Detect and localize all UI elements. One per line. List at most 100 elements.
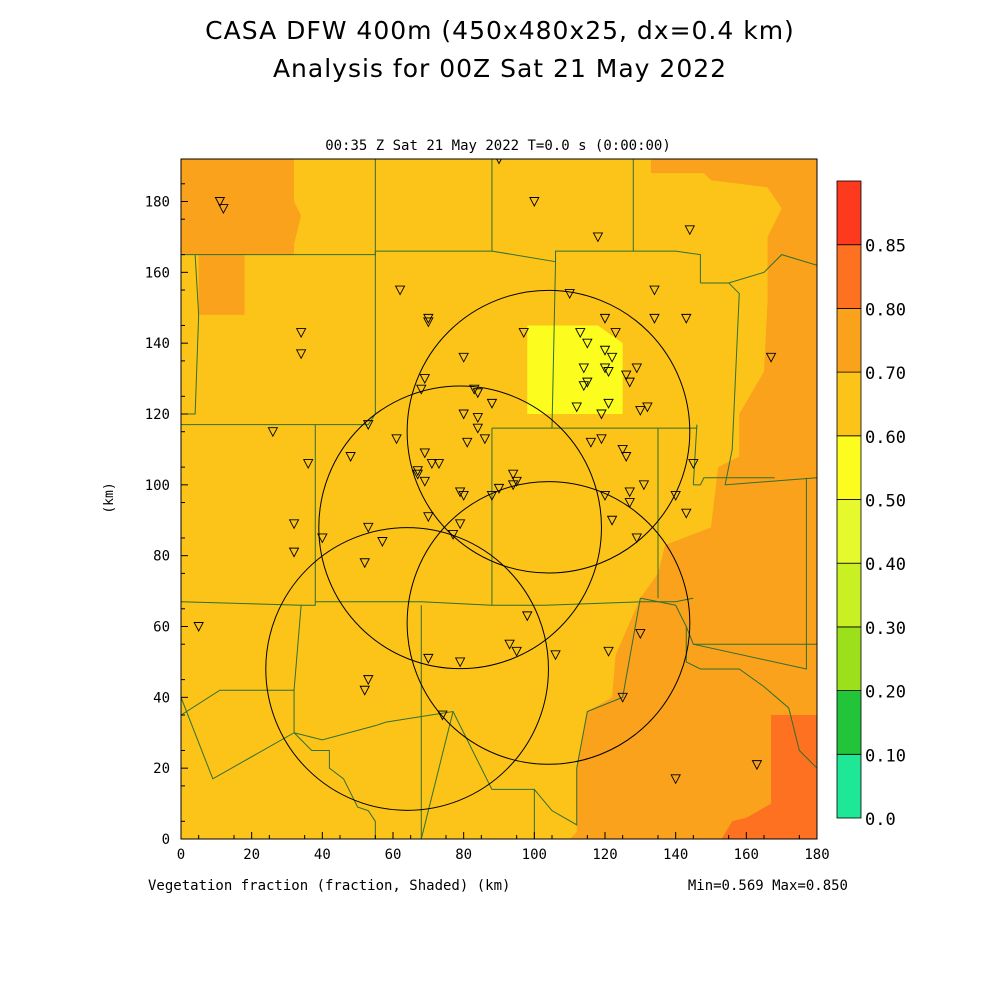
colorbar-swatch bbox=[836, 180, 862, 246]
y-tick-label: 80 bbox=[153, 549, 170, 565]
station-marker bbox=[606, 515, 618, 526]
station-marker bbox=[363, 420, 374, 431]
station-marker bbox=[317, 533, 328, 544]
station-marker bbox=[345, 452, 356, 462]
station-marker bbox=[359, 685, 370, 696]
colorbar-label: 0.30 bbox=[865, 619, 906, 639]
station-marker bbox=[214, 197, 226, 207]
station-marker bbox=[507, 469, 519, 480]
station-marker bbox=[486, 491, 498, 501]
y-tick-label: 40 bbox=[153, 690, 170, 706]
range-ring bbox=[265, 527, 549, 811]
min-max-stats: Min=0.569 Max=0.850 bbox=[688, 878, 848, 894]
station-marker bbox=[631, 533, 643, 544]
colorbar-swatch bbox=[836, 626, 862, 692]
station-marker bbox=[649, 313, 660, 324]
colorbar-swatch bbox=[836, 499, 862, 564]
colorbar-swatch bbox=[836, 371, 862, 437]
county-boundary bbox=[315, 597, 694, 606]
station-marker bbox=[582, 377, 593, 388]
station-markers bbox=[193, 159, 777, 785]
station-marker bbox=[635, 406, 646, 416]
radar-range-rings bbox=[265, 289, 691, 811]
station-marker bbox=[359, 558, 370, 569]
y-axis-label: (km) bbox=[102, 482, 117, 513]
station-marker bbox=[218, 204, 229, 215]
station-marker bbox=[454, 519, 466, 530]
county-boundary bbox=[293, 732, 376, 839]
station-marker bbox=[638, 480, 650, 491]
station-marker bbox=[617, 692, 628, 703]
station-marker bbox=[603, 646, 614, 657]
colorbar-label: 0.70 bbox=[865, 364, 906, 384]
station-marker bbox=[433, 459, 445, 470]
county-boundary bbox=[293, 710, 535, 839]
y-tick-label: 60 bbox=[153, 620, 170, 636]
station-marker bbox=[419, 448, 431, 459]
station-marker bbox=[681, 313, 692, 324]
station-marker bbox=[412, 466, 423, 477]
station-marker bbox=[288, 519, 300, 530]
station-marker bbox=[596, 409, 607, 420]
county-boundary bbox=[181, 413, 376, 426]
station-marker bbox=[624, 498, 635, 509]
county-boundary bbox=[633, 250, 701, 283]
station-marker bbox=[635, 629, 646, 640]
station-marker bbox=[606, 352, 618, 363]
station-marker bbox=[529, 197, 540, 207]
station-marker bbox=[469, 384, 480, 395]
station-marker bbox=[599, 345, 611, 356]
station-marker bbox=[391, 434, 402, 445]
x-tick-label: 100 bbox=[522, 847, 547, 863]
colorbar-label: 0.10 bbox=[865, 746, 906, 766]
station-marker bbox=[423, 512, 434, 523]
station-marker bbox=[571, 402, 582, 413]
y-tick-label: 160 bbox=[145, 265, 170, 281]
shaded-field bbox=[181, 159, 817, 839]
x-tick-label: 120 bbox=[592, 847, 617, 863]
station-marker bbox=[458, 491, 469, 501]
station-marker bbox=[578, 363, 590, 374]
station-marker bbox=[493, 483, 505, 494]
county-boundary bbox=[640, 597, 817, 769]
station-marker bbox=[522, 611, 533, 622]
county-boundary bbox=[700, 254, 817, 284]
colorbar-label: 0.85 bbox=[865, 237, 906, 257]
station-marker bbox=[592, 232, 604, 243]
y-tick-label: 20 bbox=[153, 761, 170, 777]
county-boundary bbox=[491, 159, 634, 263]
chart-title: CASA DFW 400m (450x480x25, dx=0.4 km) bbox=[205, 16, 795, 45]
station-marker bbox=[670, 491, 681, 501]
station-marker bbox=[363, 675, 374, 686]
colorbar-label: 0.20 bbox=[865, 683, 906, 703]
station-marker bbox=[631, 363, 643, 374]
station-marker bbox=[624, 487, 635, 498]
x-tick-label: 180 bbox=[804, 847, 829, 863]
county-boundary bbox=[724, 282, 817, 486]
colorbar-label: 0.0 bbox=[865, 810, 896, 830]
y-tick-label: 0 bbox=[162, 832, 170, 848]
station-marker bbox=[454, 657, 466, 668]
station-marker bbox=[617, 444, 628, 455]
station-marker bbox=[751, 760, 763, 771]
x-tick-label: 20 bbox=[243, 847, 260, 863]
station-marker bbox=[620, 370, 632, 381]
station-marker bbox=[511, 476, 522, 487]
x-tick-label: 160 bbox=[734, 847, 759, 863]
colorbar-swatch bbox=[836, 244, 862, 309]
station-marker bbox=[564, 289, 575, 300]
colorbar-label: 0.50 bbox=[865, 492, 906, 512]
x-tick-label: 140 bbox=[663, 847, 688, 863]
station-marker bbox=[504, 639, 515, 650]
colorbar-label: 0.80 bbox=[865, 300, 906, 320]
station-marker bbox=[295, 328, 307, 339]
station-marker bbox=[423, 313, 434, 324]
county-boundary bbox=[181, 690, 295, 780]
x-tick-label: 0 bbox=[177, 847, 185, 863]
station-marker bbox=[302, 459, 314, 470]
station-marker bbox=[688, 459, 699, 470]
station-marker bbox=[479, 434, 491, 445]
x-tick-label: 60 bbox=[385, 847, 402, 863]
station-marker bbox=[412, 469, 423, 480]
plot-frame bbox=[180, 158, 818, 840]
